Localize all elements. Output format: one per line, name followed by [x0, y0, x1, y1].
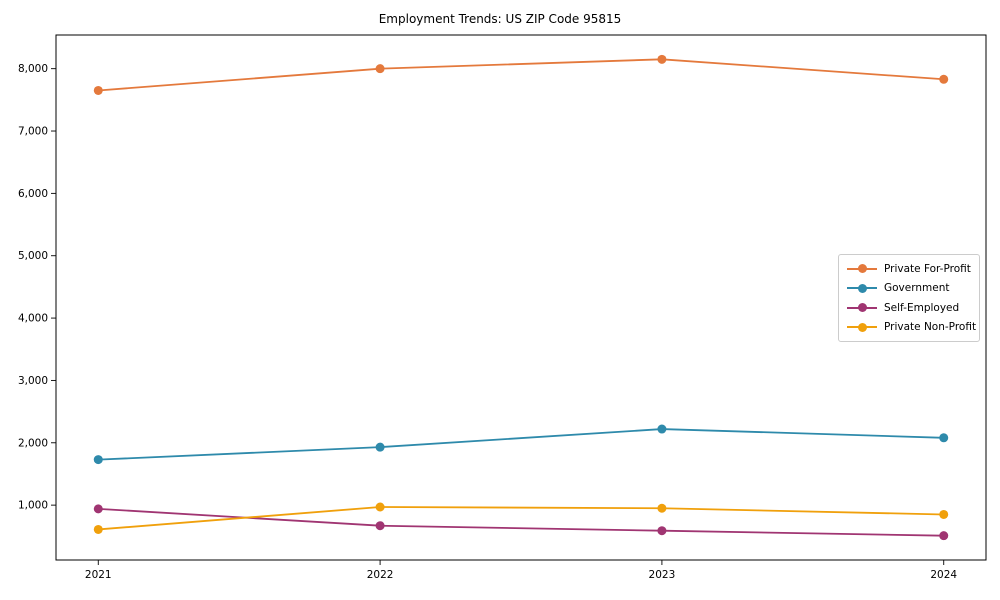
legend-item-private-for-profit: Private For-Profit — [847, 259, 971, 279]
data-point — [375, 521, 385, 531]
data-point — [939, 433, 949, 443]
x-tick-label: 2022 — [367, 569, 394, 581]
legend: Private For-Profit Government Self-Emplo… — [838, 254, 980, 342]
data-point — [93, 85, 103, 95]
line-marker-icon — [847, 283, 877, 293]
data-point — [657, 526, 667, 536]
y-tick-label: 2,000 — [18, 437, 48, 449]
series-line — [98, 428, 944, 461]
y-tick-label: 3,000 — [18, 375, 48, 387]
legend-label: Self-Employed — [884, 301, 960, 314]
legend-item-self-employed: Self-Employed — [847, 298, 971, 318]
data-point — [93, 524, 103, 534]
y-tick-label: 8,000 — [18, 63, 48, 75]
data-point — [93, 504, 103, 514]
axes-frame — [55, 34, 987, 561]
line-marker-icon — [847, 303, 877, 313]
y-tick-label: 6,000 — [18, 188, 48, 200]
data-point — [657, 503, 667, 513]
data-point — [375, 502, 385, 512]
series-line — [98, 58, 944, 92]
series-line — [98, 507, 944, 537]
x-tick-label: 2021 — [85, 569, 112, 581]
x-tick-label: 2023 — [649, 569, 676, 581]
series-line — [98, 506, 944, 531]
line-marker-icon — [847, 264, 877, 274]
y-tick-label: 7,000 — [18, 126, 48, 138]
legend-label: Private Non-Profit — [884, 321, 977, 334]
data-point — [93, 455, 103, 465]
data-point — [939, 74, 949, 84]
y-tick-label: 1,000 — [18, 500, 48, 512]
data-point — [375, 64, 385, 74]
legend-item-government: Government — [847, 279, 971, 299]
data-point — [375, 442, 385, 452]
data-point — [657, 424, 667, 434]
chart-title: Employment Trends: US ZIP Code 95815 — [378, 12, 622, 26]
legend-label: Government — [884, 282, 950, 295]
data-point — [939, 509, 949, 519]
y-tick-label: 4,000 — [18, 313, 48, 325]
x-tick-label: 2024 — [930, 569, 957, 581]
legend-label: Private For-Profit — [884, 262, 971, 275]
data-point — [939, 531, 949, 541]
y-tick-label: 5,000 — [18, 250, 48, 262]
data-point — [657, 54, 667, 64]
legend-item-private-non-profit: Private Non-Profit — [847, 318, 976, 338]
line-marker-icon — [847, 322, 877, 332]
